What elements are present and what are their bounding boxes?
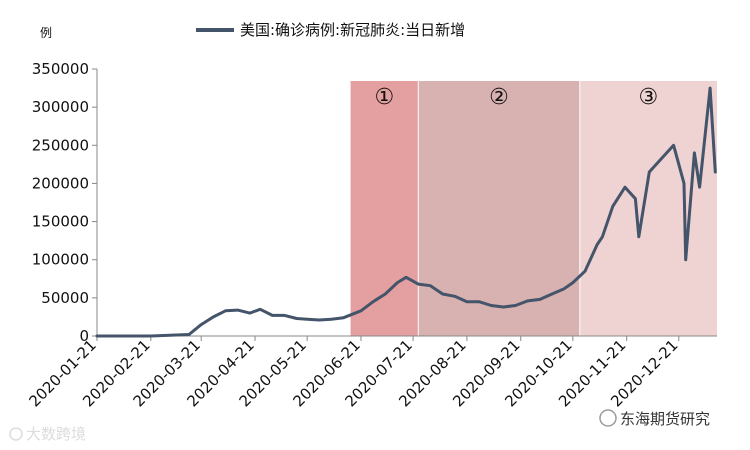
data-point (453, 295, 456, 298)
data-point (538, 298, 542, 301)
phase-region-3 (579, 81, 717, 336)
data-point (550, 292, 554, 296)
phase-shading: ① ② ③ (350, 81, 717, 336)
y-tick-label: 0 (79, 327, 89, 345)
phase-label-1: ① (375, 85, 395, 110)
data-point (684, 258, 687, 261)
y-tick-label: 300000 (32, 98, 89, 116)
data-point (623, 186, 627, 189)
data-point (601, 235, 604, 239)
phase-label-3: ③ (639, 85, 659, 110)
data-point (441, 292, 444, 296)
data-point (514, 304, 517, 307)
data-point (149, 334, 153, 338)
data-point (658, 159, 661, 162)
data-point (526, 299, 529, 303)
data-point (330, 318, 333, 321)
data-point (477, 300, 481, 303)
watermark-left-icon (9, 427, 23, 441)
y-tick-label: 100000 (32, 251, 89, 269)
watermark-right: 东海期货研究 (620, 410, 710, 428)
data-point (672, 144, 675, 147)
data-point (236, 308, 239, 312)
legend-label: 美国:确诊病例:新冠肺炎:当日新增 (240, 21, 465, 39)
data-point (318, 318, 321, 322)
data-point (248, 311, 252, 315)
y-tick-label: 350000 (32, 60, 89, 78)
y-tick-label: 200000 (32, 174, 89, 192)
data-point (465, 300, 469, 303)
phase-region-1 (350, 81, 419, 336)
data-point (637, 235, 641, 239)
data-point (212, 315, 215, 319)
data-point (295, 317, 298, 320)
y-tick-label: 150000 (32, 213, 89, 231)
data-point (698, 186, 701, 189)
data-point (417, 282, 420, 286)
data-point (305, 318, 309, 321)
y-unit-label: 例 (40, 26, 52, 40)
data-point (187, 333, 191, 336)
data-point (502, 305, 505, 309)
watermark-left: 大数跨境 (26, 425, 86, 443)
series-line (95, 86, 717, 338)
data-point (95, 334, 99, 338)
watermark-right-icon (599, 409, 617, 427)
y-tick-label: 250000 (32, 136, 89, 154)
data-point (404, 276, 408, 279)
data-point (384, 292, 387, 296)
legend: 美国:确诊病例:新冠肺炎:当日新增 (196, 21, 465, 39)
data-point (693, 151, 696, 155)
data-point (200, 323, 203, 326)
data-point (342, 316, 345, 319)
data-point (562, 287, 566, 290)
phase-region-2 (418, 81, 580, 336)
phase-label-2: ② (489, 85, 509, 110)
data-point (595, 243, 599, 246)
y-tick-label: 50000 (41, 289, 89, 307)
data-point (490, 304, 493, 307)
data-point (359, 309, 363, 313)
data-point (682, 182, 686, 185)
data-point (396, 281, 399, 284)
data-point (648, 170, 651, 174)
data-point (583, 269, 587, 273)
data-point (271, 314, 274, 317)
data-point (224, 309, 227, 313)
watermarks: 大数跨境 东海期货研究 (9, 409, 710, 443)
data-point (429, 284, 432, 287)
data-point (708, 86, 712, 90)
data-point (259, 308, 262, 311)
data-point (571, 281, 575, 284)
data-point (714, 170, 717, 174)
data-point (283, 314, 286, 317)
data-point (634, 197, 637, 200)
data-point (371, 300, 375, 303)
data-point (611, 205, 614, 208)
